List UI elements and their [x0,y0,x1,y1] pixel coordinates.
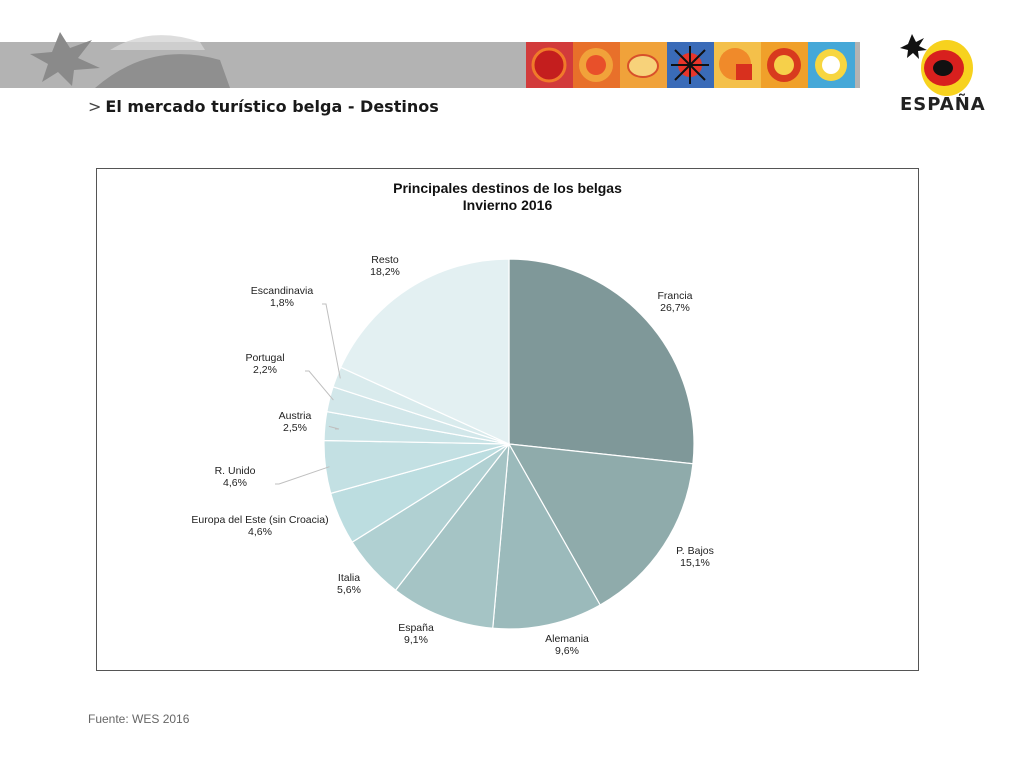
pie-slice-resto [339,258,510,445]
art-tile [808,42,855,88]
slice-label: P. Bajos [676,545,714,557]
art-tile [573,42,620,88]
slice-value-label: 4,6% [223,477,247,489]
title-arrow: > [88,97,102,116]
leader-line [328,425,340,430]
chart-subtitle: Invierno 2016 [462,197,553,213]
slice-label: Portugal [245,352,284,364]
slice-label: R. Unido [215,465,256,477]
slice-label: Italia [338,572,360,584]
chart-frame: Principales destinos de los belgas Invie… [96,168,919,671]
art-tile [620,42,667,88]
pie-slice-francia [508,258,695,465]
slice-value-label: 26,7% [660,302,690,314]
art-tile [761,42,808,88]
slice-value-label: 2,2% [253,364,277,376]
source-note: Fuente: WES 2016 [88,712,190,726]
slice-value-label: 9,1% [404,634,428,646]
slice-value-label: 9,6% [555,645,579,657]
espana-logo: ESPAÑA [900,34,986,115]
leader-line [275,466,330,485]
chart-title: Principales destinos de los belgas [393,180,622,196]
slice-label: Alemania [545,633,589,645]
slice-value-label: 4,6% [248,526,272,538]
slice-value-label: 15,1% [680,557,710,569]
slice-value-label: 2,5% [283,422,307,434]
slice-label: Francia [657,290,692,302]
decorative-sun-shape [30,32,230,88]
leader-line [322,303,341,379]
leader-line [305,370,334,401]
slice-label: Austria [279,410,312,422]
slice-label: Resto [371,254,399,266]
slice-value-label: 18,2% [370,266,400,278]
pie-slice-espa-a [394,442,510,629]
slice-label: España [398,622,434,634]
title-text: El mercado turístico belga - Destinos [105,97,439,116]
decorative-art-tiles [526,42,855,88]
art-tile [714,42,761,88]
slice-value-label: 1,8% [270,297,294,309]
svg-text:ESPAÑA: ESPAÑA [900,92,986,115]
pie-slice-p-bajos [507,443,694,606]
slice-label: Europa del Este (sin Croacia) [191,514,328,526]
pie-slice-alemania [492,442,601,630]
slice-value-label: 5,6% [337,584,361,596]
art-tile [667,42,714,88]
page-title: > El mercado turístico belga - Destinos [88,97,439,116]
slice-label: Escandinavia [251,285,314,297]
art-tile [526,42,573,88]
